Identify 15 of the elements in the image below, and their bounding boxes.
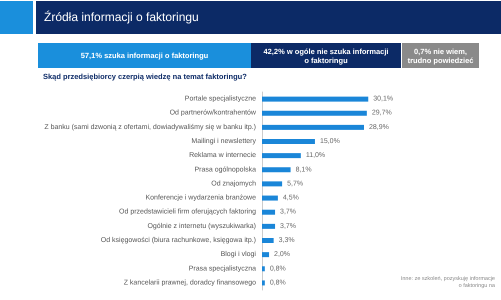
bar bbox=[262, 124, 364, 130]
bar bbox=[262, 280, 265, 286]
bar bbox=[262, 210, 276, 215]
bar bbox=[262, 110, 367, 116]
bar bbox=[262, 181, 282, 186]
bar bbox=[262, 96, 368, 102]
bar bbox=[262, 139, 315, 144]
bar bbox=[262, 196, 278, 201]
text: Źródła informacji o faktoringu bbox=[36, 1, 501, 34]
bar bbox=[262, 153, 301, 158]
bar bbox=[262, 224, 276, 229]
bar bbox=[262, 167, 291, 172]
bar bbox=[262, 266, 265, 272]
bar bbox=[262, 252, 270, 258]
bar bbox=[262, 238, 274, 243]
